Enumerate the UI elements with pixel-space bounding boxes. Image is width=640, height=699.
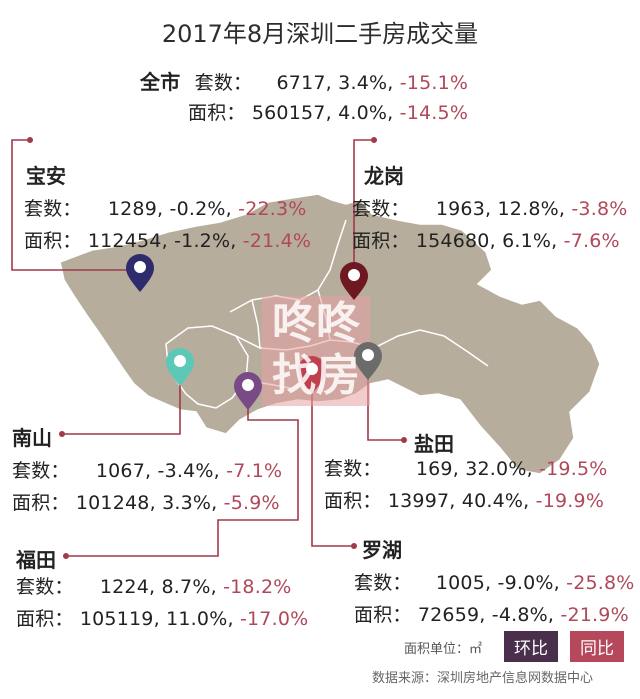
longgang-area-yoy: -7.6%: [563, 230, 620, 252]
total-units-label: 套数：: [194, 72, 253, 94]
pin-futian-icon: [234, 372, 262, 410]
area-unit-note: 面积单位：㎡: [404, 642, 483, 657]
luohu-area-label: 面积：: [354, 604, 412, 626]
luohu-units-value: 1005,: [435, 572, 492, 594]
baoan-area-yoy: -21.4%: [242, 230, 312, 252]
yantian-units-value: 169,: [415, 458, 459, 480]
baoan-units-yoy: -22.3%: [238, 198, 307, 220]
yantian-area-yoy: -19.9%: [535, 490, 605, 512]
baoan-units-mom: -0.2%,: [169, 198, 232, 220]
nanshan-units-label: 套数：: [12, 460, 70, 482]
district-name-futian: 福田: [16, 548, 56, 572]
total-name: 全市: [140, 70, 181, 94]
yantian-area-value: 13997,: [387, 490, 456, 512]
luohu-area-yoy: -21.9%: [560, 604, 629, 626]
longgang-area-label: 面积：: [352, 230, 410, 252]
pin-luohu-icon: [298, 356, 326, 394]
baoan-units-value: 1289,: [107, 198, 164, 220]
district-name-nanshan: 南山: [12, 426, 52, 450]
total-area-yoy: -14.5%: [399, 102, 469, 124]
nanshan-area-yoy: -5.9%: [223, 492, 280, 514]
district-name-longgang: 龙岗: [364, 164, 404, 188]
total-area-label: 面积：: [188, 102, 246, 124]
longgang-units-yoy: -3.8%: [571, 198, 628, 220]
luohu-area-value: 72659,: [417, 604, 486, 626]
pin-baoan-icon: [126, 254, 154, 292]
longgang-units-label: 套数：: [352, 198, 410, 220]
luohu-units-mom: -9.0%,: [497, 572, 560, 594]
futian-units-row: 套数： 1224, 8.7%, -18.2%: [16, 572, 292, 599]
watermark: 咚咚 找房: [264, 298, 368, 402]
data-source: 数据来源：深圳房地产信息网数据中心: [372, 671, 594, 686]
pin-longgang-icon: [340, 262, 368, 300]
baoan-units-row: 套数： 1289, -0.2%, -22.3%: [24, 194, 307, 221]
luohu-area-mom: -4.8%,: [491, 604, 555, 626]
nanshan-area-mom: 3.3%,: [162, 492, 218, 514]
longgang-units-mom: 12.8%,: [497, 198, 566, 220]
yantian-area-label: 面积：: [324, 490, 382, 512]
futian-area-row: 面积： 105119, 11.0%, -17.0%: [16, 604, 308, 631]
legend-yoy-badge: 同比: [570, 631, 624, 662]
total-units-row: 全市 套数： 6717, 3.4%, -15.1%: [140, 66, 468, 95]
longgang-units-value: 1963,: [435, 198, 492, 220]
leader-dots: [27, 137, 407, 559]
luohu-units-label: 套数：: [354, 572, 412, 594]
nanshan-units-yoy: -7.1%: [226, 460, 283, 482]
pin-yantian-icon: [354, 342, 382, 380]
futian-units-yoy: -18.2%: [223, 576, 292, 598]
longgang-units-row: 套数： 1963, 12.8%, -3.8%: [352, 194, 628, 221]
page-title: 2017年8月深圳二手房成交量: [161, 20, 479, 48]
yantian-units-yoy: -19.5%: [539, 458, 608, 480]
watermark-line2: 找房: [272, 350, 360, 401]
futian-area-label: 面积：: [16, 608, 74, 630]
total-area-value: 560157,: [251, 102, 332, 124]
legend-mom-badge: 环比: [504, 631, 558, 662]
luohu-units-row: 套数： 1005, -9.0%, -25.8%: [354, 568, 635, 595]
futian-units-mom: 8.7%,: [161, 576, 217, 598]
yantian-units-mom: 32.0%,: [465, 458, 533, 480]
total-units-mom: 3.4%,: [338, 72, 394, 94]
watermark-line1: 咚咚: [272, 298, 360, 349]
luohu-units-yoy: -25.8%: [566, 572, 635, 594]
nanshan-area-label: 面积：: [12, 492, 70, 514]
baoan-units-label: 套数：: [24, 198, 82, 220]
yantian-area-row: 面积： 13997, 40.4%, -19.9%: [324, 486, 604, 513]
nanshan-units-value: 1067,: [95, 460, 152, 482]
futian-units-value: 1224,: [99, 576, 156, 598]
longgang-area-row: 面积： 154680, 6.1%, -7.6%: [352, 226, 620, 253]
baoan-area-label: 面积：: [24, 230, 82, 252]
yantian-units-row: 套数： 169, 32.0%, -19.5%: [324, 454, 608, 481]
district-name-baoan: 宝安: [26, 164, 66, 188]
futian-units-label: 套数：: [16, 576, 74, 598]
pin-nanshan-icon: [166, 348, 194, 386]
leader-lines: [11, 139, 404, 557]
luohu-area-row: 面积： 72659, -4.8%, -21.9%: [354, 600, 629, 627]
yantian-units-label: 套数：: [324, 458, 382, 480]
yantian-area-mom: 40.4%,: [461, 490, 530, 512]
total-units-yoy: -15.1%: [399, 72, 469, 94]
futian-area-yoy: -17.0%: [239, 608, 309, 630]
futian-area-mom: 11.0%,: [166, 608, 234, 630]
total-units-value: 6717,: [276, 72, 332, 94]
nanshan-area-row: 面积： 101248, 3.3%, -5.9%: [12, 488, 280, 515]
nanshan-area-value: 101248,: [75, 492, 156, 514]
district-name-yantian: 盐田: [414, 432, 454, 456]
total-area-mom: 4.0%,: [338, 102, 394, 124]
baoan-area-value: 112454,: [87, 230, 168, 252]
longgang-area-value: 154680,: [415, 230, 496, 252]
baoan-area-row: 面积： 112454, -1.2%, -21.4%: [24, 226, 311, 253]
total-area-row: 面积： 560157, 4.0%, -14.5%: [188, 98, 468, 125]
nanshan-units-mom: -3.4%,: [157, 460, 220, 482]
futian-area-value: 105119,: [79, 608, 160, 630]
longgang-area-mom: 6.1%,: [502, 230, 558, 252]
nanshan-units-row: 套数： 1067, -3.4%, -7.1%: [12, 456, 282, 483]
baoan-area-mom: -1.2%,: [174, 230, 237, 252]
district-name-luohu: 罗湖: [362, 538, 402, 562]
